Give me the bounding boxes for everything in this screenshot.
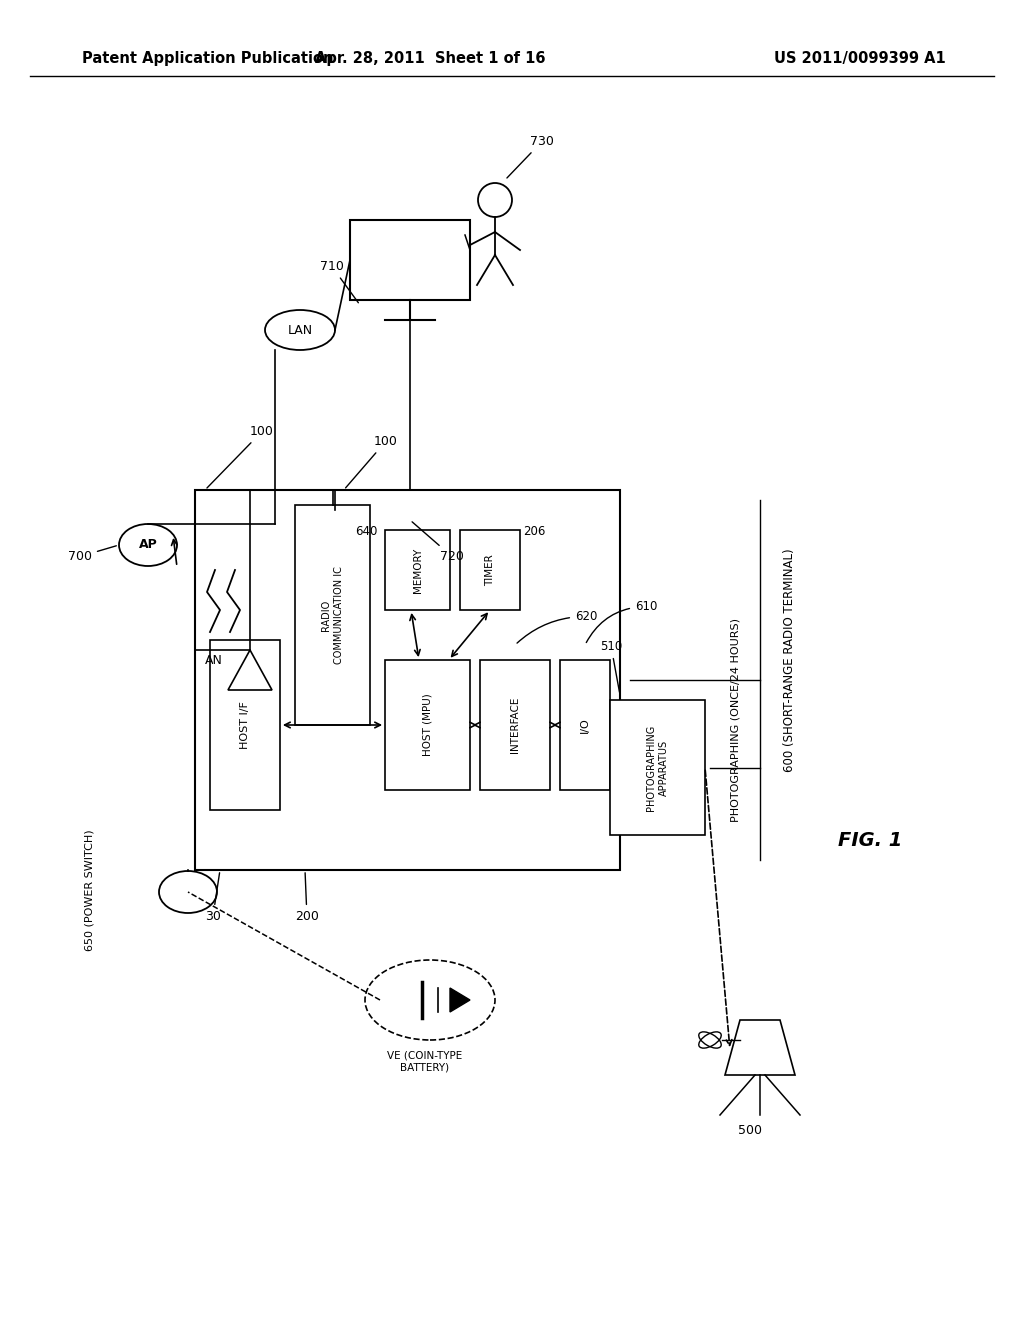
Bar — [195, 490, 620, 870]
Text: 650 (POWER SWITCH): 650 (POWER SWITCH) — [85, 829, 95, 950]
Text: Patent Application Publication: Patent Application Publication — [82, 50, 334, 66]
Text: US 2011/0099399 A1: US 2011/0099399 A1 — [774, 50, 946, 66]
Bar — [385, 660, 470, 789]
Text: AN: AN — [205, 653, 223, 667]
Text: BATTERY): BATTERY) — [400, 1063, 450, 1073]
Bar — [385, 531, 450, 610]
Text: HOST I/F: HOST I/F — [240, 701, 250, 748]
Text: 610: 610 — [587, 601, 657, 643]
Text: FIG. 1: FIG. 1 — [838, 830, 902, 850]
Text: PHOTOGRAPHING
APPARATUS: PHOTOGRAPHING APPARATUS — [646, 725, 669, 810]
Text: LAN: LAN — [288, 323, 312, 337]
Text: INTERFACE: INTERFACE — [510, 697, 520, 754]
Text: RADIO
COMMUNICATION IC: RADIO COMMUNICATION IC — [321, 566, 344, 664]
Text: 100: 100 — [207, 425, 273, 488]
Text: 200: 200 — [295, 873, 318, 923]
Text: MEMORY: MEMORY — [413, 548, 423, 593]
Text: AP: AP — [138, 539, 158, 552]
Bar — [350, 220, 470, 300]
Bar — [460, 531, 520, 610]
Polygon shape — [450, 987, 470, 1012]
Text: 710: 710 — [319, 260, 358, 302]
Text: VE (COIN-TYPE: VE (COIN-TYPE — [387, 1049, 463, 1060]
Text: 510: 510 — [600, 640, 623, 692]
Text: 206: 206 — [523, 525, 546, 539]
Text: 30: 30 — [205, 873, 221, 923]
Text: 600 (SHORT-RANGE RADIO TERMINAL): 600 (SHORT-RANGE RADIO TERMINAL) — [783, 548, 797, 772]
Bar — [210, 640, 280, 810]
Bar — [480, 660, 550, 789]
Text: 620: 620 — [517, 610, 597, 643]
Bar — [295, 506, 370, 725]
Text: 730: 730 — [507, 135, 554, 178]
Text: PHOTOGRAPHING (ONCE/24 HOURS): PHOTOGRAPHING (ONCE/24 HOURS) — [730, 618, 740, 822]
Text: 700: 700 — [68, 545, 117, 564]
Text: I/O: I/O — [580, 717, 590, 733]
Bar — [610, 700, 705, 836]
Text: 720: 720 — [412, 521, 464, 564]
Bar — [560, 660, 610, 789]
Text: HOST (MPU): HOST (MPU) — [423, 693, 432, 756]
Text: 100: 100 — [345, 436, 397, 488]
Text: 640: 640 — [354, 525, 377, 539]
Text: TIMER: TIMER — [485, 554, 495, 586]
Text: Apr. 28, 2011  Sheet 1 of 16: Apr. 28, 2011 Sheet 1 of 16 — [314, 50, 545, 66]
Text: 500: 500 — [738, 1123, 762, 1137]
